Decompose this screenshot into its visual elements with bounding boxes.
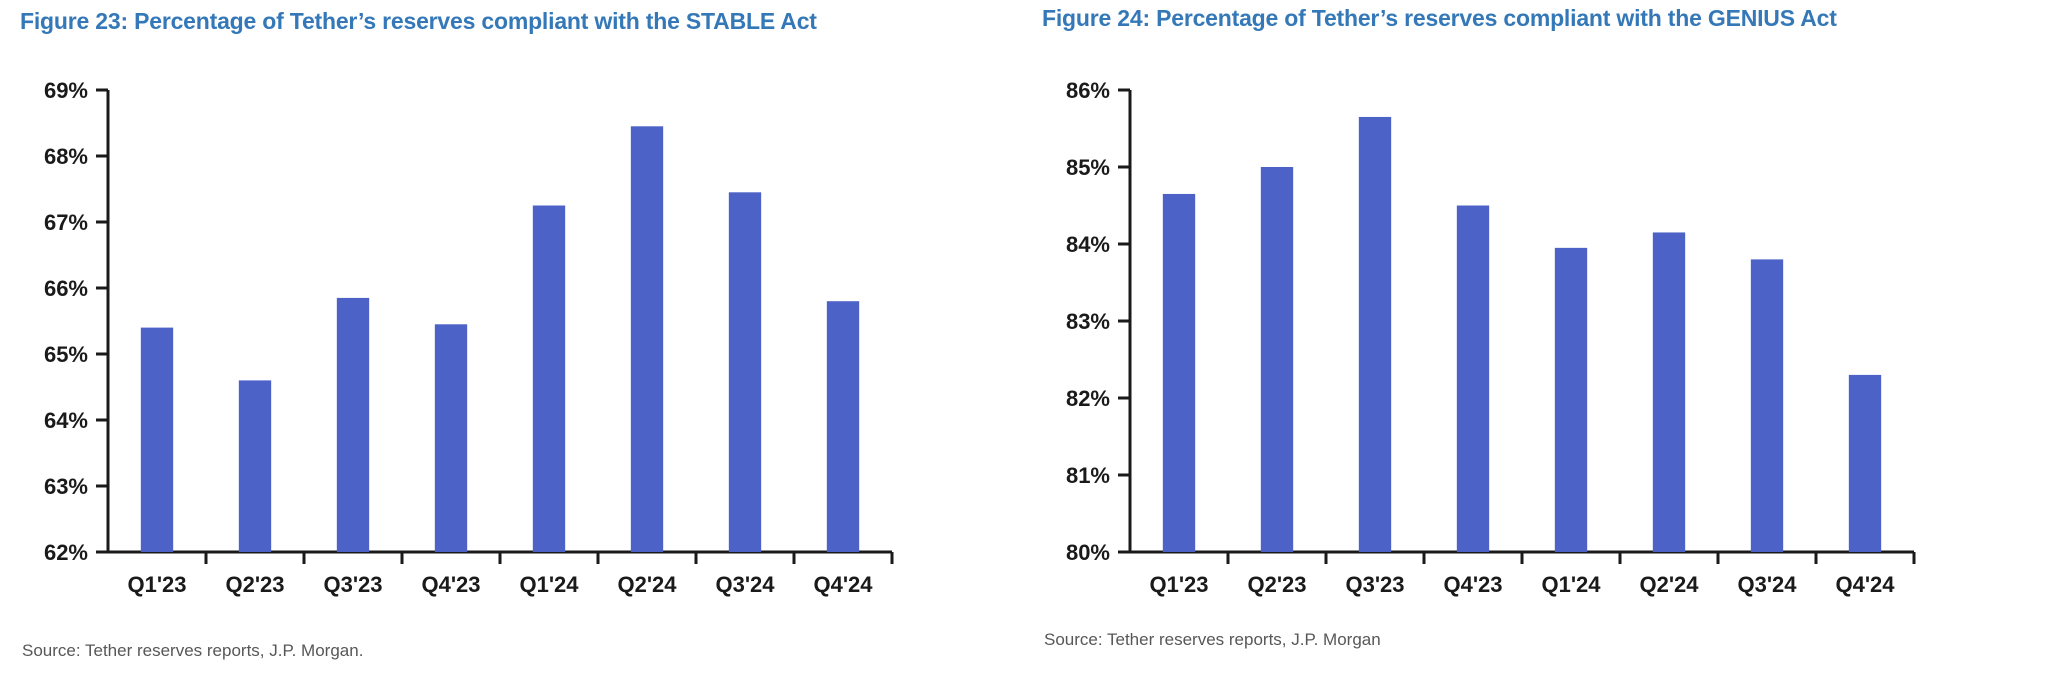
y-tick-label: 84%: [1066, 232, 1110, 257]
bar-Q4'23: [434, 324, 468, 552]
x-category-label: Q3'23: [323, 572, 382, 597]
x-category-label: Q3'24: [1737, 572, 1797, 597]
bar-Q3'23: [336, 297, 370, 552]
bar-Q1'24: [1554, 247, 1588, 552]
bar-Q4'24: [1848, 374, 1882, 552]
bar-Q2'24: [630, 126, 664, 553]
y-tick-label: 69%: [44, 78, 88, 103]
x-category-label: Q1'24: [519, 572, 579, 597]
bar-Q1'23: [1162, 193, 1196, 552]
bar-Q2'24: [1652, 232, 1686, 552]
x-category-label: Q2'23: [225, 572, 284, 597]
x-category-label: Q2'24: [617, 572, 677, 597]
x-category-label: Q2'23: [1247, 572, 1306, 597]
x-category-label: Q3'24: [715, 572, 775, 597]
figure-23-panel: Figure 23: Percentage of Tether’s reserv…: [20, 0, 1020, 674]
x-category-label: Q4'23: [1443, 572, 1502, 597]
figure-24-panel: Figure 24: Percentage of Tether’s reserv…: [1042, 0, 2042, 674]
y-tick-label: 65%: [44, 342, 88, 367]
y-tick-label: 82%: [1066, 386, 1110, 411]
bar-Q3'24: [1750, 259, 1784, 552]
bar-Q1'24: [532, 205, 566, 552]
bar-Q3'23: [1358, 116, 1392, 552]
y-tick-label: 83%: [1066, 309, 1110, 334]
y-tick-label: 67%: [44, 210, 88, 235]
x-category-label: Q2'24: [1639, 572, 1699, 597]
x-category-label: Q4'24: [1835, 572, 1895, 597]
y-tick-label: 80%: [1066, 540, 1110, 565]
y-tick-label: 63%: [44, 474, 88, 499]
bar-Q3'24: [728, 192, 762, 553]
bar-Q2'23: [238, 380, 272, 552]
x-category-label: Q1'23: [1149, 572, 1208, 597]
figure-23-title: Figure 23: Percentage of Tether’s reserv…: [20, 8, 817, 34]
x-category-label: Q1'23: [127, 572, 186, 597]
bar-Q1'23: [140, 327, 174, 552]
bar-Q4'24: [826, 301, 860, 552]
x-category-label: Q3'23: [1345, 572, 1404, 597]
y-tick-label: 81%: [1066, 463, 1110, 488]
figure-24-chart: 80% 81% 82% 83% 84% 85% 86% Q1'23 Q2'23 Q3'23 Q4'2…: [1042, 40, 1962, 615]
figure-23-chart: 62% 63% 64% 65% 66% 67% 68% 69% Q1'23 Q2'23 Q3'23 Q…: [20, 40, 940, 615]
y-tick-label: 86%: [1066, 78, 1110, 103]
figure-23-source: Source: Tether reserves reports, J.P. Mo…: [22, 641, 364, 660]
y-tick-label: 64%: [44, 408, 88, 433]
x-category-label: Q4'24: [813, 572, 873, 597]
x-category-label: Q1'24: [1541, 572, 1601, 597]
bar-chart-canvas: 80% 81% 82% 83% 84% 85% 86% Q1'23 Q2'23 Q3'23 Q4'2…: [1066, 78, 1916, 597]
figure-24-title: Figure 24: Percentage of Tether’s reserv…: [1042, 5, 1837, 31]
bar-Q2'23: [1260, 167, 1294, 552]
y-tick-label: 62%: [44, 540, 88, 565]
x-category-label: Q4'23: [421, 572, 480, 597]
y-tick-label: 68%: [44, 144, 88, 169]
bar-chart-canvas: 62% 63% 64% 65% 66% 67% 68% 69% Q1'23 Q2'23 Q3'23 Q…: [44, 78, 894, 597]
y-tick-label: 85%: [1066, 155, 1110, 180]
figure-24-source: Source: Tether reserves reports, J.P. Mo…: [1044, 630, 1381, 649]
bar-Q4'23: [1456, 205, 1490, 552]
y-tick-label: 66%: [44, 276, 88, 301]
